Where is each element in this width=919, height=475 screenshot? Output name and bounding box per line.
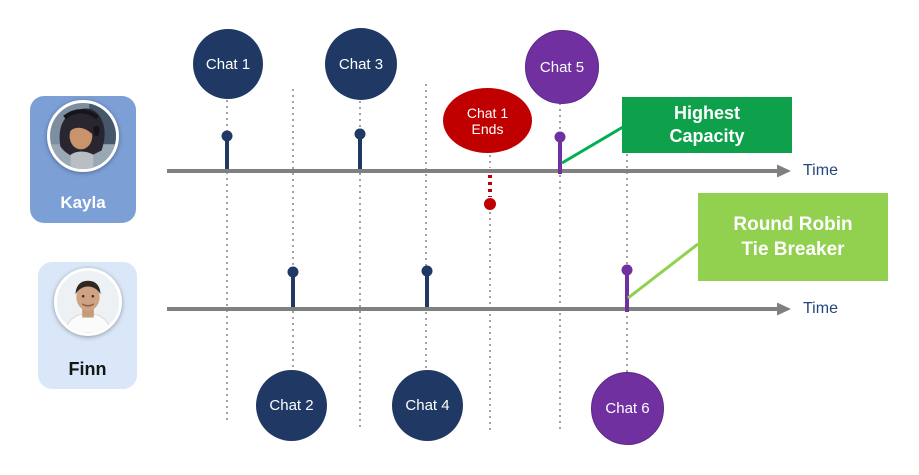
chat1-ends-badge: Chat 1 Ends	[443, 88, 532, 153]
time-axis-bottom-arrowhead	[777, 302, 791, 316]
chat1-ends-line1: Chat 1	[466, 104, 509, 121]
kayla-avatar	[47, 100, 119, 172]
chat-node-chat6: Chat 6	[591, 372, 664, 445]
connector-highest-capacity	[561, 125, 624, 165]
chat-node-label: Chat 5	[539, 58, 585, 76]
connector-round-robin	[627, 242, 699, 300]
chat1-ends-line2: Ends	[471, 120, 504, 137]
navy-event-stems	[225, 138, 429, 308]
chat-node-chat1: Chat 1	[193, 29, 263, 99]
dot-chat1	[221, 130, 233, 142]
dot-chat2	[287, 266, 299, 278]
chat-node-label: Chat 1	[205, 55, 251, 73]
dot-chat1-ends	[484, 198, 496, 210]
chat-node-label: Chat 2	[269, 397, 314, 414]
chat-node-chat3: Chat 3	[325, 28, 397, 100]
purple-event-markers	[554, 131, 633, 312]
agent-card-finn: Finn	[38, 262, 137, 389]
kayla-avatar-illustration	[50, 103, 116, 169]
agent-name-kayla: Kayla	[60, 193, 106, 212]
time-axis-label-bottom: Time	[803, 300, 838, 317]
chat-node-chat5: Chat 5	[525, 30, 599, 104]
chat-node-chat2: Chat 2	[256, 370, 327, 441]
dot-chat6	[621, 264, 633, 276]
callout-round-robin-tie-breaker: Round Robin Tie Breaker	[698, 193, 888, 281]
chat-node-label: Chat 4	[405, 397, 450, 414]
chat-node-label: Chat 6	[605, 400, 650, 417]
callout-line1: Highest	[673, 103, 740, 123]
time-axis-top-arrowhead	[777, 164, 791, 178]
callout-line2: Capacity	[669, 126, 745, 146]
finn-avatar	[53, 268, 122, 336]
chat-node-label: Chat 3	[338, 55, 384, 73]
agent-name-finn: Finn	[68, 359, 107, 379]
chat-node-chat4: Chat 4	[392, 370, 463, 441]
dot-chat3	[354, 128, 366, 140]
callout-line1: Round Robin	[733, 214, 853, 235]
finn-avatar-illustration	[56, 271, 119, 333]
dot-chat4	[421, 265, 433, 277]
dot-chat5	[554, 131, 566, 143]
callout-line2: Tie Breaker	[741, 239, 845, 260]
agent-card-kayla: Kayla	[30, 96, 136, 223]
chat1-end-marker	[484, 175, 496, 210]
time-axis-label-top: Time	[803, 162, 838, 179]
time-axes	[167, 169, 779, 311]
navy-event-dots	[221, 128, 433, 278]
callout-highest-capacity: Highest Capacity	[622, 97, 792, 153]
